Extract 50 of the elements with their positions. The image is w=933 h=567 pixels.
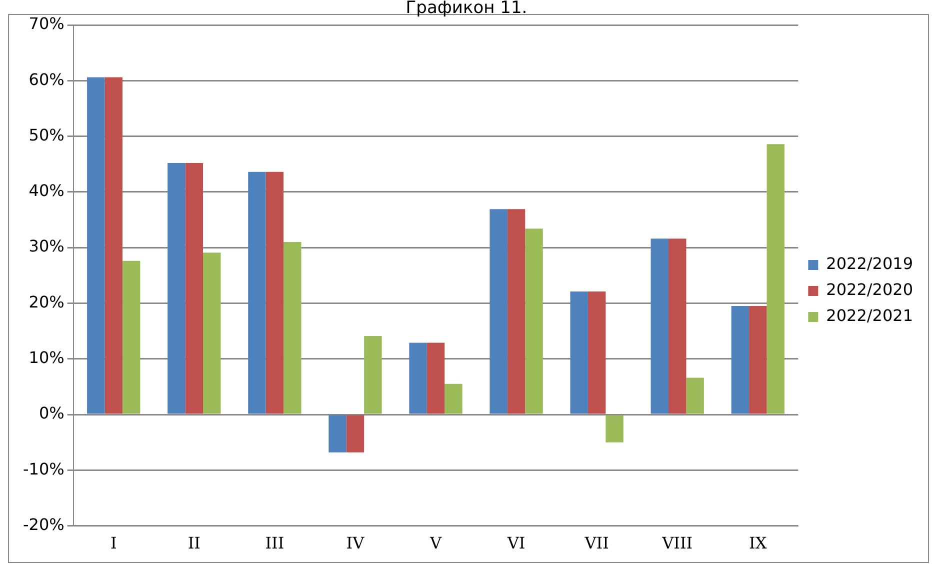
bar bbox=[766, 144, 784, 414]
x-tick-label: IX bbox=[749, 534, 768, 553]
x-tick-label: VIII bbox=[661, 534, 693, 553]
y-tick-label: 20% bbox=[28, 292, 64, 312]
bar bbox=[87, 77, 105, 414]
x-tick-label: V bbox=[428, 534, 442, 553]
bar bbox=[570, 292, 588, 414]
bar bbox=[490, 209, 508, 414]
x-tick-label: IV bbox=[346, 534, 365, 553]
bar bbox=[731, 306, 750, 414]
bar bbox=[203, 252, 221, 414]
x-tick-label: II bbox=[188, 534, 200, 553]
x-tick-label: III bbox=[265, 534, 284, 553]
bar bbox=[668, 238, 686, 414]
bar bbox=[185, 163, 203, 414]
bar bbox=[426, 342, 445, 414]
bar bbox=[248, 172, 266, 414]
y-tick-label: 0% bbox=[38, 404, 64, 423]
legend-label: 2022/2019 bbox=[826, 254, 913, 274]
bar bbox=[588, 292, 606, 414]
y-tick-label: -20% bbox=[22, 514, 64, 534]
y-tick-label: 70% bbox=[28, 14, 64, 34]
x-tick-label: VI bbox=[506, 534, 526, 553]
bar bbox=[104, 77, 122, 414]
bar bbox=[122, 260, 140, 414]
bar bbox=[525, 228, 543, 414]
bar bbox=[686, 378, 704, 414]
chart-title: Графикон 11. bbox=[404, 0, 528, 18]
x-tick-label: VII bbox=[584, 534, 609, 553]
bar bbox=[444, 384, 462, 414]
y-tick-label: -10% bbox=[22, 459, 64, 478]
bar bbox=[409, 342, 427, 414]
bar bbox=[606, 415, 624, 442]
bar bbox=[507, 209, 526, 414]
y-tick-label: 50% bbox=[28, 125, 64, 144]
bar bbox=[749, 306, 767, 414]
y-tick-label: 30% bbox=[28, 236, 64, 256]
bar bbox=[266, 172, 284, 414]
legend-label: 2022/2020 bbox=[826, 280, 913, 300]
bar bbox=[364, 336, 382, 414]
y-tick-label: 10% bbox=[28, 348, 64, 368]
x-tick-label: I bbox=[110, 534, 117, 553]
legend-label: 2022/2021 bbox=[826, 306, 913, 326]
y-tick-label: 40% bbox=[28, 181, 64, 200]
bar bbox=[650, 238, 669, 414]
bar bbox=[328, 415, 346, 452]
bar bbox=[346, 415, 364, 452]
bar bbox=[284, 242, 302, 414]
bar bbox=[168, 163, 186, 414]
y-tick-label: 60% bbox=[28, 70, 64, 89]
